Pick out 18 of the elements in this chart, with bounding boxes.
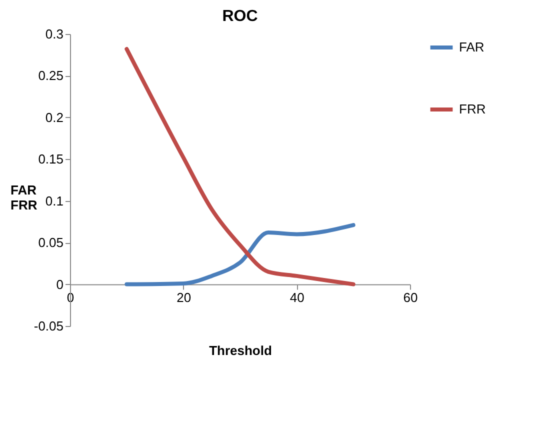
x-tick-label: 60: [403, 290, 418, 305]
y-axis-title: FAR FRR: [10, 182, 38, 212]
line-series: [124, 223, 356, 286]
legend-label: FAR: [459, 40, 484, 54]
y-tick-label: 0.15: [38, 152, 64, 167]
x-axis-title: Threshold: [209, 342, 272, 358]
y-tick-label: -0.05: [34, 318, 64, 334]
x-tick-label: 20: [176, 290, 192, 305]
y-tick-label: 0.25: [38, 68, 64, 84]
y-tick-label: 0.3: [45, 26, 64, 42]
x-tick-label: 40: [290, 290, 304, 305]
y-tick-label: 0.2: [45, 110, 64, 125]
line-series: [124, 47, 356, 286]
y-tick-label: 0.1: [45, 193, 64, 208]
y-tick-label: 0.05: [38, 235, 64, 250]
y-tick-label: 0: [56, 276, 64, 292]
chart-title: ROC: [222, 8, 258, 25]
legend-label: FRR: [459, 102, 486, 116]
